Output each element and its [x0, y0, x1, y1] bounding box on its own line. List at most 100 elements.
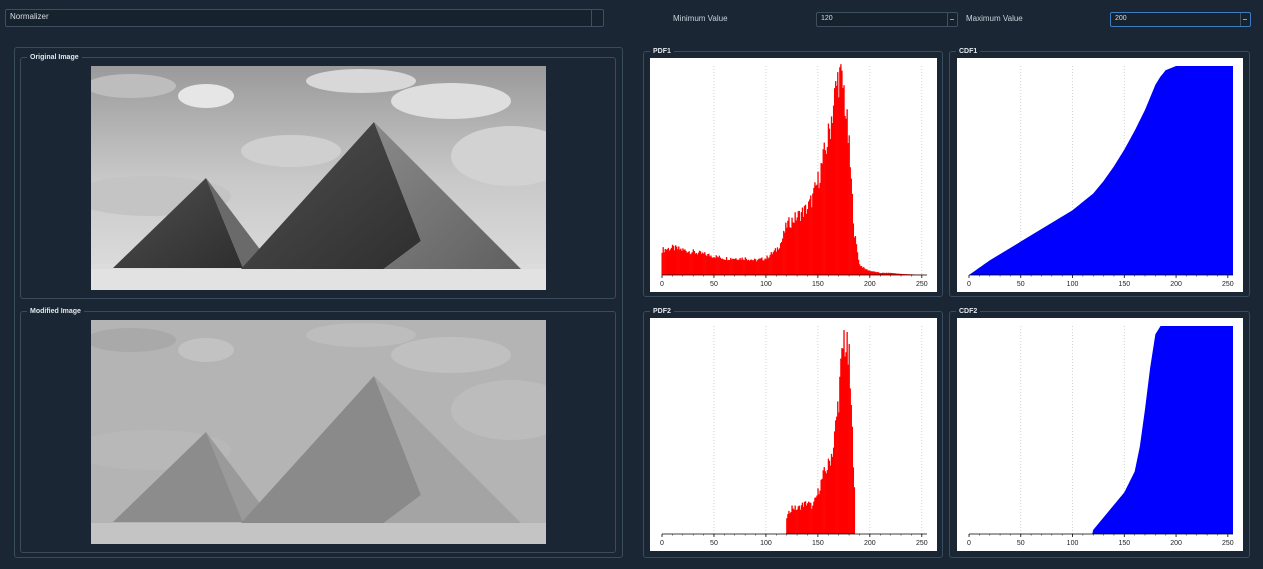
- histogram-bar: [823, 142, 825, 275]
- histogram-bar: [851, 193, 853, 275]
- histogram-bar: [720, 258, 723, 275]
- max-value-text: 200: [1115, 15, 1127, 22]
- histogram-bar: [725, 257, 728, 275]
- histogram-bar: [751, 260, 754, 275]
- histogram-bar: [839, 67, 841, 276]
- histogram-bar: [832, 447, 835, 534]
- histogram-bar: [829, 465, 832, 534]
- histogram-bar: [789, 227, 791, 275]
- histogram-bar: [750, 259, 753, 275]
- histogram-bar: [779, 243, 782, 275]
- x-tick-label: 250: [1222, 281, 1234, 288]
- histogram-bar: [690, 253, 692, 275]
- histogram-bar: [805, 505, 808, 534]
- histogram-bar: [695, 253, 698, 275]
- histogram-bar: [757, 259, 759, 275]
- histogram-bar: [841, 348, 843, 534]
- histogram-bar: [810, 195, 812, 275]
- histogram-bar: [691, 252, 693, 275]
- histogram-bar: [861, 266, 863, 275]
- histogram-bar: [789, 513, 791, 534]
- histogram-bar: [808, 501, 810, 534]
- histogram-bar: [825, 473, 828, 534]
- histogram-bar: [876, 272, 878, 275]
- histogram-bar: [882, 272, 885, 275]
- histogram-bar: [820, 163, 822, 275]
- histogram-bar: [842, 87, 844, 275]
- histogram-bars: [661, 64, 927, 276]
- histogram-bar: [847, 143, 849, 275]
- histogram-bar: [848, 135, 850, 275]
- histogram-bar: [795, 220, 797, 275]
- x-tick-label: 50: [710, 281, 718, 288]
- modified-image: [91, 320, 546, 544]
- histogram-bar: [829, 139, 832, 275]
- histogram-bar: [700, 253, 703, 275]
- histogram-bar: [709, 256, 711, 275]
- histogram-bar: [753, 258, 756, 275]
- spin-button[interactable]: [947, 13, 957, 26]
- histogram-bar: [838, 97, 840, 275]
- histogram-bar: [733, 258, 735, 275]
- histogram-bar: [689, 254, 691, 275]
- max-value-spinbox[interactable]: 200: [1110, 12, 1251, 27]
- histogram-bar: [881, 272, 884, 275]
- histogram-bar: [895, 273, 897, 275]
- histogram-bar: [798, 210, 800, 275]
- histogram-bar: [721, 258, 724, 275]
- histogram-bar: [788, 510, 790, 534]
- histogram-bar: [745, 258, 747, 275]
- histogram-bar: [694, 253, 697, 275]
- x-tick-label: 0: [967, 540, 971, 547]
- histogram-bar: [739, 257, 741, 275]
- histogram-bar: [830, 453, 833, 534]
- pdf2-chart: 0 50 100 150 200 250: [660, 326, 928, 547]
- histogram-bar: [797, 211, 799, 275]
- histogram-bar: [801, 207, 804, 275]
- histogram-bar: [778, 248, 781, 275]
- histogram-bar: [838, 412, 840, 534]
- histogram-bar: [810, 502, 812, 534]
- histogram-bar: [814, 497, 816, 534]
- histogram-bar: [812, 193, 814, 275]
- x-tick-label: 250: [916, 281, 928, 288]
- histogram-bar: [843, 85, 845, 276]
- histogram-bar: [738, 259, 740, 275]
- histogram-bar: [856, 252, 859, 275]
- histogram-bar: [890, 272, 892, 275]
- histogram-bar: [784, 232, 786, 275]
- histogram-bar: [744, 257, 746, 275]
- histogram-bar: [899, 273, 901, 275]
- histogram-bar: [816, 495, 818, 534]
- histogram-bar: [795, 510, 797, 534]
- cdf1-title: CDF1: [956, 46, 981, 57]
- x-tick-label: 200: [1170, 540, 1182, 547]
- histogram-bar: [715, 255, 717, 275]
- histogram-bar: [758, 258, 760, 275]
- histogram-bar: [706, 256, 708, 275]
- spin-button[interactable]: [1240, 13, 1250, 26]
- mode-select[interactable]: Normalizer: [5, 9, 604, 27]
- histogram-bar: [765, 259, 767, 275]
- cdf2-plot: 0 50 100 150 200 250: [957, 318, 1243, 551]
- histogram-bar: [809, 502, 811, 534]
- histogram-bar: [707, 253, 709, 275]
- x-tick-label: 200: [1170, 281, 1182, 288]
- histogram-bar: [853, 487, 856, 534]
- histogram-bar: [755, 259, 757, 275]
- histogram-bar: [844, 115, 846, 275]
- histogram-bar: [666, 249, 669, 275]
- histogram-bar: [803, 205, 806, 275]
- min-value-spinbox[interactable]: 120: [816, 12, 958, 27]
- histogram-bar: [894, 273, 896, 275]
- histogram-bar: [684, 249, 686, 275]
- x-tick-label: 100: [1067, 540, 1079, 547]
- x-tick-label: 150: [1118, 281, 1130, 288]
- cdf2-chart: 0 50 100 150 200 250: [967, 326, 1234, 547]
- images-panel: [14, 47, 623, 558]
- histogram-bar: [708, 253, 710, 275]
- histogram-bar: [677, 249, 679, 275]
- histogram-bar: [771, 254, 773, 275]
- histogram-bar: [692, 249, 694, 275]
- chevron-down-icon[interactable]: [591, 10, 603, 26]
